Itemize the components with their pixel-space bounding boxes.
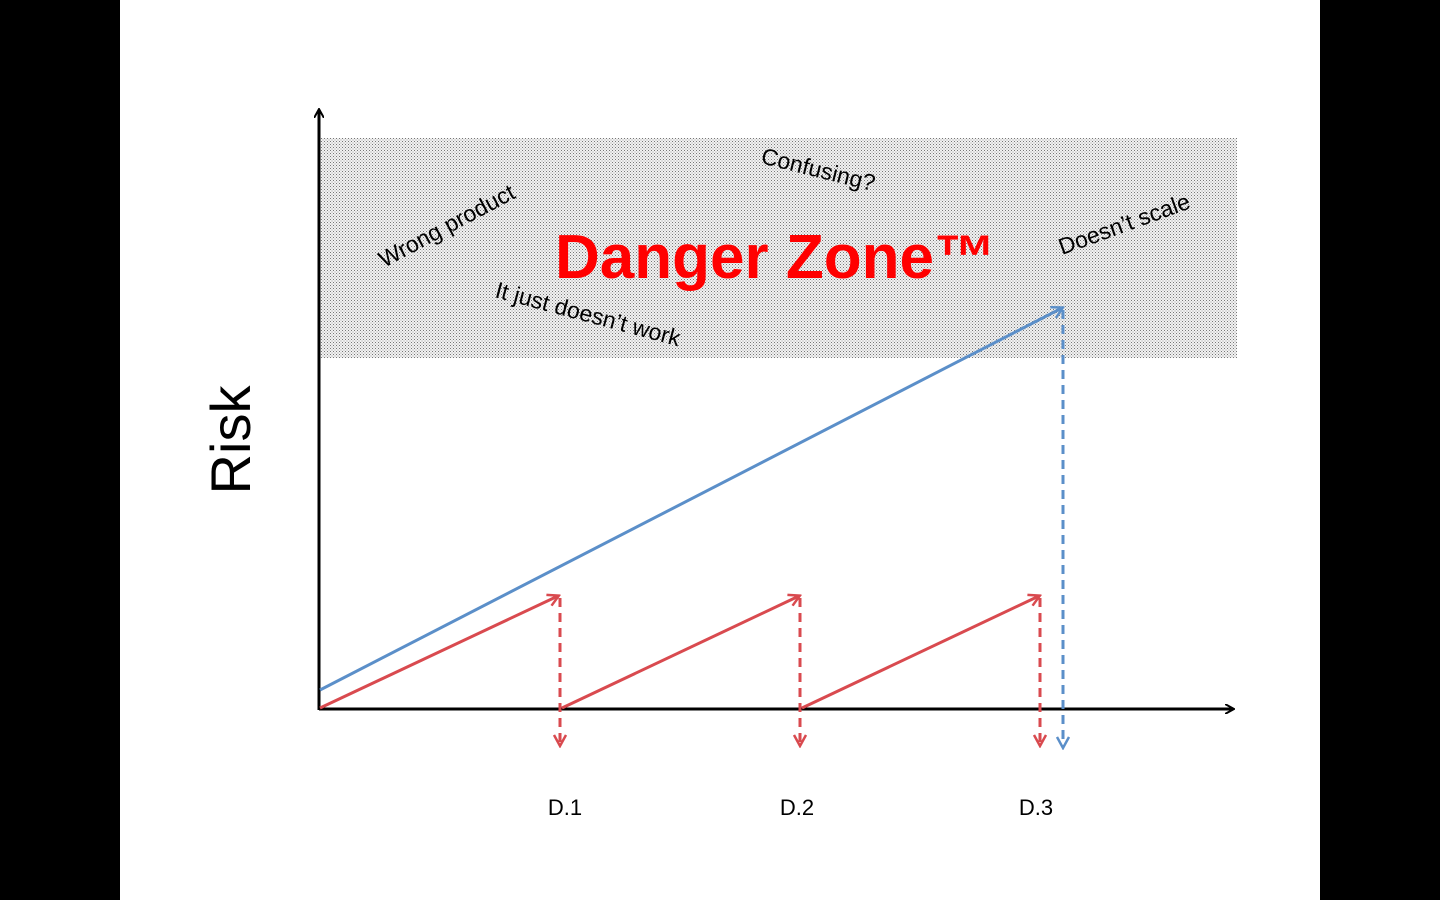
delivery-label-1: D.1 bbox=[548, 795, 582, 820]
y-axis-label: Risk bbox=[199, 385, 262, 495]
red-risk-line-2 bbox=[561, 596, 799, 710]
delivery-label-2: D.2 bbox=[780, 795, 814, 820]
danger-zone-label: Danger Zone™ bbox=[555, 223, 996, 292]
blue-risk-line bbox=[319, 308, 1062, 692]
danger-zone-band bbox=[320, 138, 1237, 358]
slide: Risk Danger Zone™ Wrong product Confusin… bbox=[120, 0, 1320, 900]
delivery-label-3: D.3 bbox=[1019, 795, 1053, 820]
red-risk-line-1 bbox=[319, 596, 558, 710]
risk-diagram: Risk Danger Zone™ Wrong product Confusin… bbox=[199, 0, 1237, 820]
red-risk-line-3 bbox=[801, 596, 1039, 710]
